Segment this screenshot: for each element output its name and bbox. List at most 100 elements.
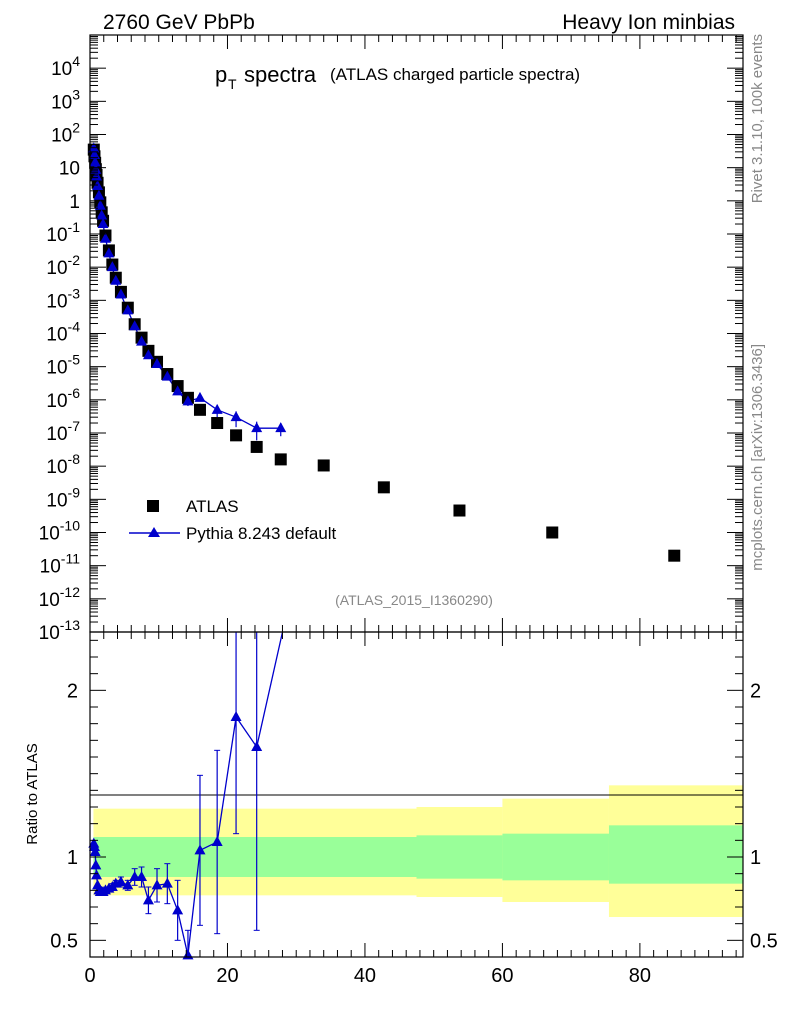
y-tick-label: 1 — [69, 192, 80, 213]
ratio-panel: 0.5 0.5 1 1 2 2 — [50, 631, 778, 960]
legend-pythia-label: Pythia 8.243 default — [186, 524, 337, 543]
pythia-point — [151, 358, 163, 369]
y-tick-label: 10-13 — [39, 617, 81, 644]
x-tick-label: 80 — [629, 965, 651, 987]
ratio-band-inner — [416, 835, 503, 879]
ratio-band-inner — [93, 837, 417, 877]
y-tick-label: 10-12 — [39, 584, 81, 611]
x-tick-label: 60 — [491, 965, 513, 987]
ratio-point — [115, 876, 127, 886]
pythia-point — [106, 261, 118, 272]
pythia-point — [230, 411, 242, 422]
y-tick-label: 104 — [51, 53, 80, 80]
ratio-point — [136, 871, 148, 881]
atlas-point — [453, 504, 466, 517]
pythia-point — [97, 218, 109, 229]
legend-atlas-marker — [147, 500, 159, 512]
ratio-point — [230, 711, 242, 721]
y-tick-label: 10-9 — [46, 484, 80, 511]
rivet-version-label: Rivet 3.1.10, 100k events — [749, 34, 766, 203]
ratio-point — [251, 741, 263, 751]
ratio-point — [211, 836, 223, 846]
y-tick-label: 103 — [51, 86, 80, 113]
chart-title-note: (ATLAS charged particle spectra) — [330, 65, 580, 84]
ratio-y-tick-label-left: 0.5 — [50, 930, 78, 952]
chart-title-main: p — [215, 62, 227, 87]
pythia-point — [161, 370, 173, 381]
y-tick-label: 10-5 — [46, 352, 80, 379]
collision-label: 2760 GeV PbPb — [103, 11, 255, 34]
ratio-point — [89, 846, 101, 856]
pythia-point — [211, 403, 223, 414]
pythia-point — [251, 422, 263, 433]
legend: ATLAS Pythia 8.243 default — [129, 497, 337, 543]
ratio-point — [151, 879, 163, 890]
pythia-point — [182, 395, 194, 406]
ratio-y-tick-label-right: 1 — [750, 847, 761, 869]
x-tick-label: 0 — [84, 965, 95, 987]
pythia-point — [194, 391, 206, 402]
pythia-point — [96, 209, 108, 220]
ratio-point — [88, 841, 100, 851]
pythia-point — [93, 189, 105, 200]
pythia-point — [172, 385, 184, 396]
ratio-point — [142, 894, 154, 905]
ratio-point — [172, 904, 184, 915]
atlas-point — [377, 481, 390, 494]
y-tick-label: 10-11 — [40, 551, 81, 578]
ratio-y-tick-label-right: 2 — [750, 680, 761, 702]
atlas-point — [230, 429, 243, 442]
y-tick-label: 10-10 — [39, 518, 81, 545]
spectrum-panel: 10-1310-1210-1110-1010-910-810-710-610-5… — [39, 34, 744, 644]
atlas-point — [317, 459, 330, 472]
legend-pythia-marker — [148, 527, 160, 537]
analysis-tag: (ATLAS_2015_I1360290) — [335, 592, 493, 608]
ratio-ylabel: Ratio to ATLAS — [24, 743, 41, 844]
pythia-point — [89, 156, 101, 167]
y-tick-label: 10 — [59, 159, 80, 180]
ratio-series-line — [93, 631, 284, 956]
ratio-y-tick-label-left: 2 — [67, 680, 78, 702]
ratio-point — [91, 869, 103, 880]
pythia-point — [115, 288, 127, 299]
x-tick-label: 20 — [216, 965, 238, 987]
y-tick-label: 10-3 — [46, 285, 80, 312]
pythia-point — [142, 349, 154, 360]
atlas-point — [546, 526, 559, 539]
x-tick-label: 40 — [354, 965, 376, 987]
pythia-point — [99, 232, 111, 243]
ratio-y-tick-label-right: 0.5 — [750, 930, 778, 952]
atlas-point — [250, 440, 263, 453]
pythia-point — [103, 247, 115, 258]
y-tick-label: 10-4 — [46, 319, 80, 346]
pythia-point — [136, 335, 148, 346]
ratio-band-inner — [608, 825, 743, 884]
ratio-point — [194, 844, 206, 855]
ratio-y-tick-label-left: 1 — [67, 847, 78, 869]
chart-title-text: spectra — [244, 62, 317, 87]
pythia-point — [122, 304, 134, 315]
ratio-point — [90, 859, 102, 870]
source-label: mcplots.cern.ch [arXiv:1306.3436] — [749, 344, 766, 571]
ratio-frame — [89, 631, 744, 958]
y-tick-label: 10-7 — [46, 418, 80, 445]
atlas-point — [668, 549, 681, 562]
pythia-point — [275, 422, 287, 433]
y-tick-label: 10-6 — [46, 385, 80, 412]
legend-atlas-label: ATLAS — [186, 497, 239, 516]
ratio-point — [161, 877, 173, 888]
pythia-point — [88, 149, 100, 160]
ratio-band-inner — [502, 833, 609, 881]
y-tick-label: 10-2 — [46, 252, 80, 279]
pythia-point — [110, 274, 122, 285]
y-tick-label: 10-1 — [46, 219, 80, 246]
process-label: Heavy Ion minbias — [562, 11, 735, 34]
pythia-point — [129, 320, 141, 331]
pythia-point — [94, 199, 106, 210]
y-tick-label: 102 — [51, 120, 80, 147]
atlas-point — [211, 417, 224, 430]
ratio-point — [182, 949, 194, 960]
y-tick-label: 10-8 — [46, 451, 80, 478]
ratio-point — [122, 879, 134, 890]
